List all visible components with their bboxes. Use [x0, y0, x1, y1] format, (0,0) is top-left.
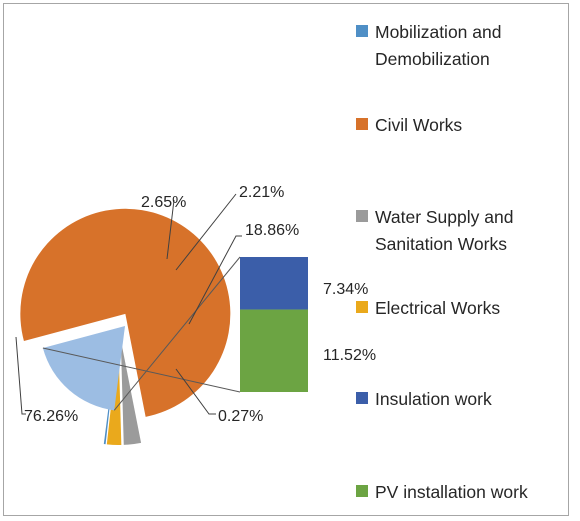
data-label-pv-installation: 11.52% [323, 347, 376, 364]
legend-item-insulation: Insulation work [356, 386, 575, 413]
bar-segment-insulation [240, 257, 308, 310]
pie-slice-other [42, 326, 125, 411]
legend-swatch-mobilization [356, 25, 368, 37]
connector-line-bottom [42, 347, 241, 393]
bar-of-pie-chart: 76.26% 2.65% 2.21% 18.86% 0.27% 7.34% 11.52% [15, 184, 376, 445]
leader-line-other [188, 235, 242, 325]
legend-item-mobilization: Mobilization and Demobilization [356, 19, 575, 73]
data-label-insulation: 7.34% [323, 281, 368, 298]
legend-item-electrical: Electrical Works [356, 295, 575, 322]
legend-label-pv-installation: PV installation work [375, 482, 528, 502]
connector-line-top [113, 256, 241, 411]
data-label-mobilization: 0.27% [218, 408, 263, 425]
leader-line-mobilization [175, 368, 216, 415]
leader-line-electrical [175, 193, 237, 271]
legend-swatch-insulation [356, 392, 368, 404]
legend-label-electrical: Electrical Works [375, 298, 501, 318]
data-label-other: 18.86% [245, 222, 299, 239]
data-label-civil-works: 76.26% [24, 408, 78, 425]
legend-item-civil-works: Civil Works [356, 112, 575, 139]
leader-line-water-supply [166, 199, 175, 260]
data-label-water-supply: 2.65% [141, 194, 186, 211]
chart-frame: 76.26% 2.65% 2.21% 18.86% 0.27% 7.34% 11.52% [3, 3, 569, 516]
legend-swatch-water-supply [356, 210, 368, 222]
legend-item-pv-installation: PV installation work [356, 479, 575, 506]
legend-label-insulation: Insulation work [375, 389, 492, 409]
pie-slice-civil-works [20, 208, 231, 417]
data-label-electrical: 2.21% [239, 184, 284, 201]
bar-segment-pv-installation [240, 309, 308, 392]
legend-item-water-supply: Water Supply and Sanitation Works [356, 204, 575, 258]
legend-swatch-pv-installation [356, 485, 368, 497]
legend-label-civil-works: Civil Works [375, 115, 463, 135]
legend-swatch-civil-works [356, 118, 368, 130]
legend-label-mobilization: Mobilization and Demobilization [375, 22, 502, 69]
leader-line-civil-works [15, 336, 26, 415]
legend-swatch-electrical [356, 301, 368, 313]
legend-label-water-supply: Water Supply and Sanitation Works [375, 207, 514, 254]
